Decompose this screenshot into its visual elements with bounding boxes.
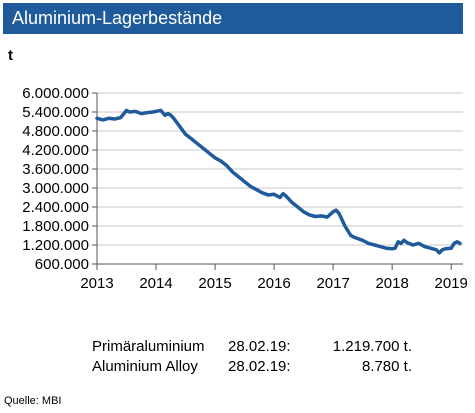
y-tick-label: 5.400.000: [22, 104, 89, 121]
x-tick-label: 2017: [316, 275, 349, 292]
chart-title: Aluminium-Lagerbestände: [12, 8, 223, 28]
source-note: Quelle: MBI: [4, 395, 62, 407]
info-date: 28.02.19:: [228, 358, 291, 375]
x-tick-label: 2013: [80, 275, 113, 292]
y-axis-unit: t: [8, 47, 13, 64]
y-tick-label: 600.000: [35, 256, 89, 273]
series-line: [95, 108, 462, 255]
info-row-primary: Primäraluminium 28.02.19: 1.219.700 t.: [92, 338, 412, 358]
info-value: 8.780 t.: [361, 358, 412, 375]
y-tick-label: 1.200.000: [22, 237, 89, 254]
y-tick-label: 3.000.000: [22, 180, 89, 197]
info-value: 1.219.700 t.: [332, 338, 412, 355]
y-tick-label: 2.400.000: [22, 199, 89, 216]
x-tick-label: 2019: [435, 275, 468, 292]
title-bar: Aluminium-Lagerbestände: [3, 3, 463, 34]
y-tick-label: 4.800.000: [22, 123, 89, 140]
x-tick-label: 2016: [257, 275, 290, 292]
y-tick-label: 4.200.000: [22, 142, 89, 159]
x-tick-label: 2015: [198, 275, 231, 292]
y-tick-label: 1.800.000: [22, 218, 89, 235]
info-name: Primäraluminium: [92, 338, 205, 355]
inventory-info: Primäraluminium 28.02.19: 1.219.700 t. A…: [92, 338, 412, 378]
y-tick-label: 3.600.000: [22, 161, 89, 178]
y-tick-label: 6.000.000: [22, 85, 89, 102]
info-date: 28.02.19:: [228, 338, 291, 355]
info-row-alloy: Aluminium Alloy 28.02.19: 8.780 t.: [92, 358, 412, 378]
info-name: Aluminium Alloy: [92, 358, 198, 375]
x-tick-label: 2014: [139, 275, 172, 292]
x-tick-label: 2018: [375, 275, 408, 292]
